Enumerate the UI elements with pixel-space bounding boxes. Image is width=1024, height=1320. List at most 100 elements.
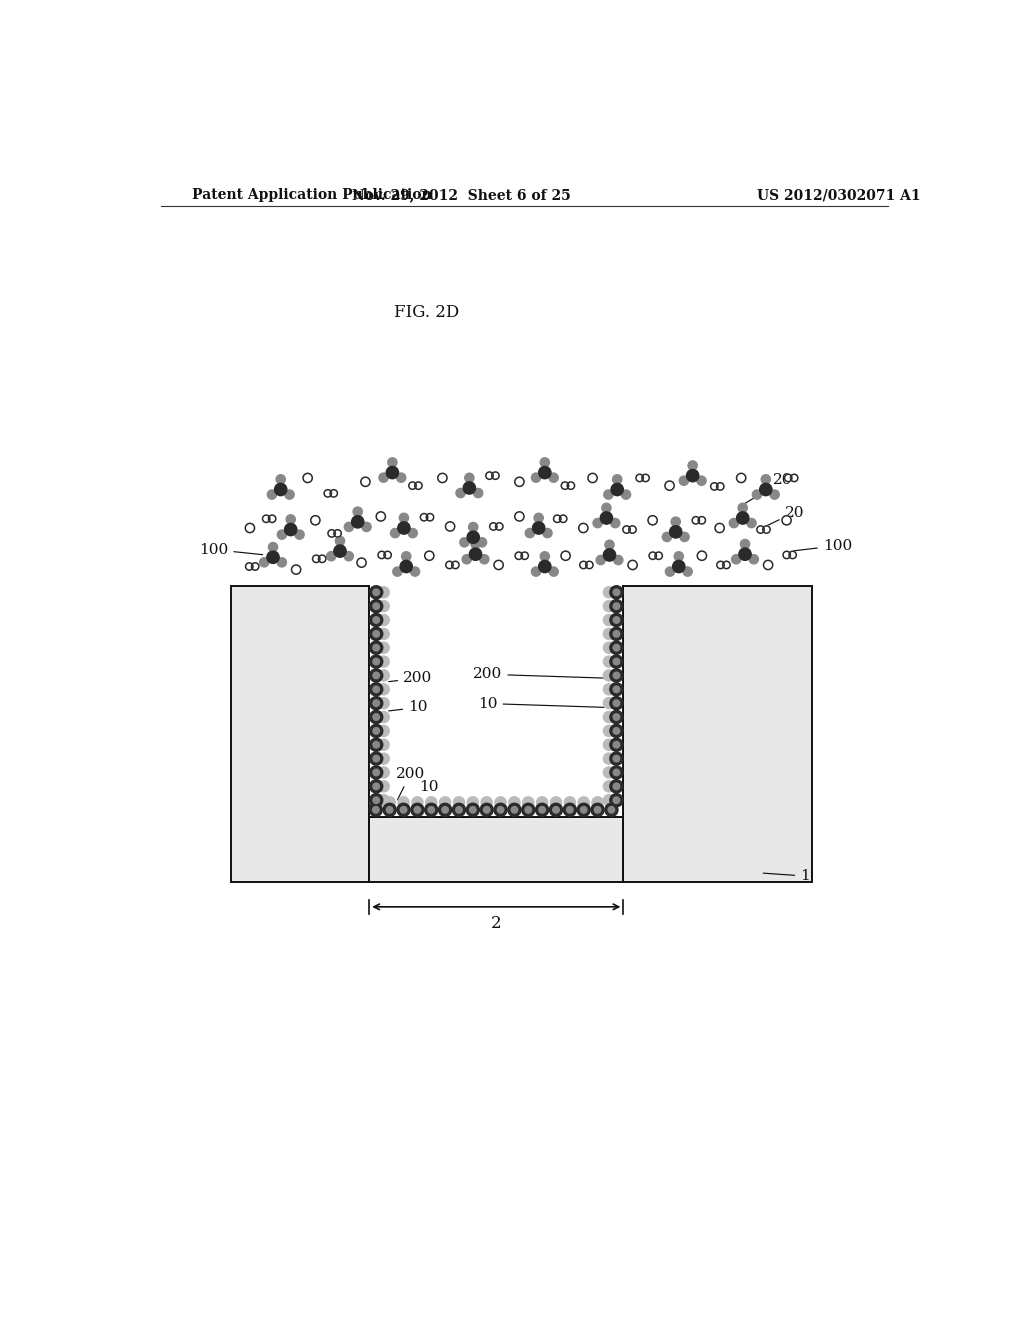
Circle shape: [252, 562, 259, 570]
Circle shape: [441, 807, 449, 813]
Circle shape: [739, 548, 752, 560]
Circle shape: [603, 697, 614, 709]
Circle shape: [611, 483, 624, 495]
Circle shape: [378, 767, 389, 777]
Circle shape: [494, 560, 503, 570]
Circle shape: [697, 552, 707, 561]
Circle shape: [373, 797, 380, 804]
Circle shape: [603, 711, 614, 722]
Circle shape: [378, 586, 389, 598]
Circle shape: [361, 523, 371, 532]
Circle shape: [334, 545, 346, 557]
Circle shape: [467, 797, 478, 808]
Circle shape: [466, 804, 479, 816]
Circle shape: [373, 603, 380, 610]
Circle shape: [414, 807, 421, 813]
Circle shape: [663, 532, 672, 541]
Circle shape: [373, 659, 380, 665]
Circle shape: [750, 554, 759, 564]
Circle shape: [610, 682, 623, 696]
Circle shape: [370, 697, 383, 710]
Text: 200: 200: [395, 767, 425, 800]
Circle shape: [610, 793, 623, 807]
Circle shape: [551, 797, 561, 808]
Circle shape: [613, 556, 623, 565]
Circle shape: [373, 714, 380, 721]
Circle shape: [605, 804, 617, 816]
Circle shape: [373, 672, 380, 678]
Bar: [370, 817, 624, 882]
Circle shape: [509, 797, 520, 808]
Circle shape: [373, 727, 380, 734]
Circle shape: [370, 793, 383, 807]
Circle shape: [629, 525, 636, 533]
Circle shape: [370, 780, 383, 793]
Circle shape: [531, 568, 541, 577]
Circle shape: [428, 807, 434, 813]
Circle shape: [469, 548, 481, 560]
Circle shape: [581, 807, 587, 813]
Circle shape: [537, 797, 548, 808]
Circle shape: [303, 474, 312, 483]
Circle shape: [603, 780, 614, 792]
Circle shape: [591, 804, 604, 816]
Circle shape: [477, 537, 486, 546]
Circle shape: [610, 519, 620, 528]
Circle shape: [351, 516, 364, 528]
Circle shape: [421, 513, 428, 521]
Text: 2: 2: [490, 915, 502, 932]
Circle shape: [698, 516, 706, 524]
Circle shape: [541, 552, 550, 561]
Circle shape: [613, 742, 620, 748]
Circle shape: [788, 552, 797, 558]
Circle shape: [783, 552, 791, 558]
Circle shape: [525, 807, 531, 813]
Circle shape: [515, 512, 524, 521]
Circle shape: [550, 804, 562, 816]
Circle shape: [610, 586, 623, 599]
Circle shape: [412, 797, 423, 808]
Circle shape: [763, 525, 770, 533]
Circle shape: [670, 525, 682, 539]
Text: 1: 1: [763, 869, 810, 883]
Text: Patent Application Publication: Patent Application Publication: [193, 189, 432, 202]
Circle shape: [312, 556, 319, 562]
Circle shape: [274, 483, 287, 495]
Circle shape: [328, 529, 335, 537]
Circle shape: [603, 739, 614, 750]
Circle shape: [736, 474, 745, 483]
Circle shape: [608, 807, 614, 813]
Circle shape: [473, 488, 482, 498]
Circle shape: [399, 513, 409, 523]
Circle shape: [613, 672, 620, 678]
Circle shape: [370, 586, 383, 599]
Circle shape: [610, 697, 623, 710]
Circle shape: [605, 540, 614, 549]
Circle shape: [327, 552, 336, 561]
Circle shape: [310, 516, 319, 525]
Circle shape: [613, 714, 620, 721]
Circle shape: [483, 807, 489, 813]
Circle shape: [622, 490, 631, 499]
Bar: [370, 586, 624, 817]
Circle shape: [731, 554, 740, 564]
Circle shape: [370, 804, 382, 816]
Circle shape: [592, 797, 603, 808]
Circle shape: [480, 804, 494, 816]
Circle shape: [426, 513, 433, 521]
Circle shape: [613, 589, 620, 595]
Circle shape: [603, 642, 614, 653]
Circle shape: [494, 804, 507, 816]
Circle shape: [373, 700, 380, 706]
Circle shape: [604, 490, 613, 499]
Circle shape: [397, 521, 410, 535]
Circle shape: [498, 807, 504, 813]
Circle shape: [610, 642, 623, 655]
Circle shape: [445, 561, 454, 569]
Circle shape: [610, 766, 623, 779]
Circle shape: [370, 655, 383, 668]
Circle shape: [357, 558, 367, 568]
Circle shape: [736, 512, 749, 524]
Circle shape: [613, 616, 620, 623]
Circle shape: [398, 797, 410, 808]
